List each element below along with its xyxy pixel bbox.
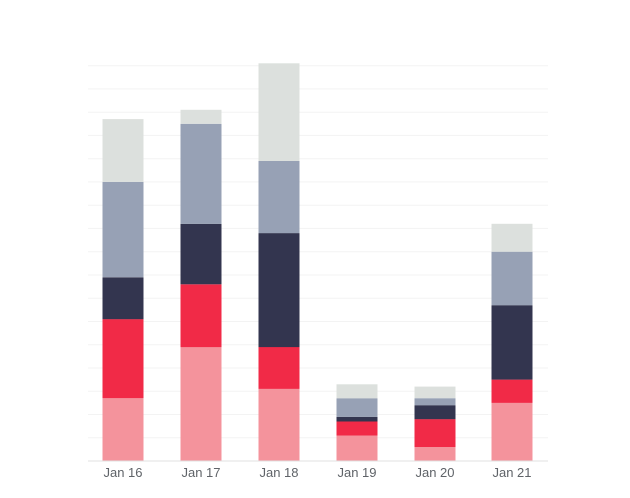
bar-segment[interactable] <box>180 109 222 124</box>
bar-segment[interactable] <box>336 398 378 417</box>
bar-segment[interactable] <box>180 284 222 348</box>
bar-segment[interactable] <box>180 347 222 461</box>
x-axis-tick-labels: Jan 16 Jan 17 Jan 18 Jan 19 Jan 20 Jan 21 <box>103 465 531 480</box>
bar-segment[interactable] <box>258 388 300 461</box>
bar-segment[interactable] <box>102 319 144 399</box>
bar-segment[interactable] <box>336 435 378 461</box>
bar-segment[interactable] <box>102 277 144 320</box>
bar-segment[interactable] <box>491 251 533 306</box>
bar-stacks <box>102 63 533 461</box>
x-tick-label: Jan 16 <box>103 465 142 480</box>
bar-segment[interactable] <box>414 386 456 399</box>
bar-segment[interactable] <box>414 447 456 461</box>
x-tick-label: Jan 20 <box>415 465 454 480</box>
bar-segment[interactable] <box>258 347 300 389</box>
bar-segment[interactable] <box>180 223 222 285</box>
x-tick-label: Jan 17 <box>181 465 220 480</box>
bar-segment[interactable] <box>336 416 378 422</box>
bar-segment[interactable] <box>180 123 222 224</box>
bar-segment[interactable] <box>336 421 378 436</box>
bar-segment[interactable] <box>491 402 533 461</box>
bar-segment[interactable] <box>491 223 533 252</box>
bar-segment[interactable] <box>491 379 533 403</box>
x-tick-label: Jan 19 <box>337 465 376 480</box>
gridlines <box>88 65 548 439</box>
x-tick-label: Jan 21 <box>492 465 531 480</box>
bar-segment[interactable] <box>258 161 300 234</box>
bar-segment[interactable] <box>414 405 456 420</box>
bar-segment[interactable] <box>414 419 456 447</box>
bar-segment[interactable] <box>258 63 300 161</box>
bar-segment[interactable] <box>102 181 144 278</box>
bar-segment[interactable] <box>491 305 533 380</box>
bar-segment[interactable] <box>414 398 456 406</box>
bar-segment[interactable] <box>258 233 300 348</box>
bar-segment[interactable] <box>102 398 144 461</box>
bar-segment[interactable] <box>336 384 378 399</box>
x-tick-label: Jan 18 <box>259 465 298 480</box>
bar-segment[interactable] <box>102 119 144 182</box>
